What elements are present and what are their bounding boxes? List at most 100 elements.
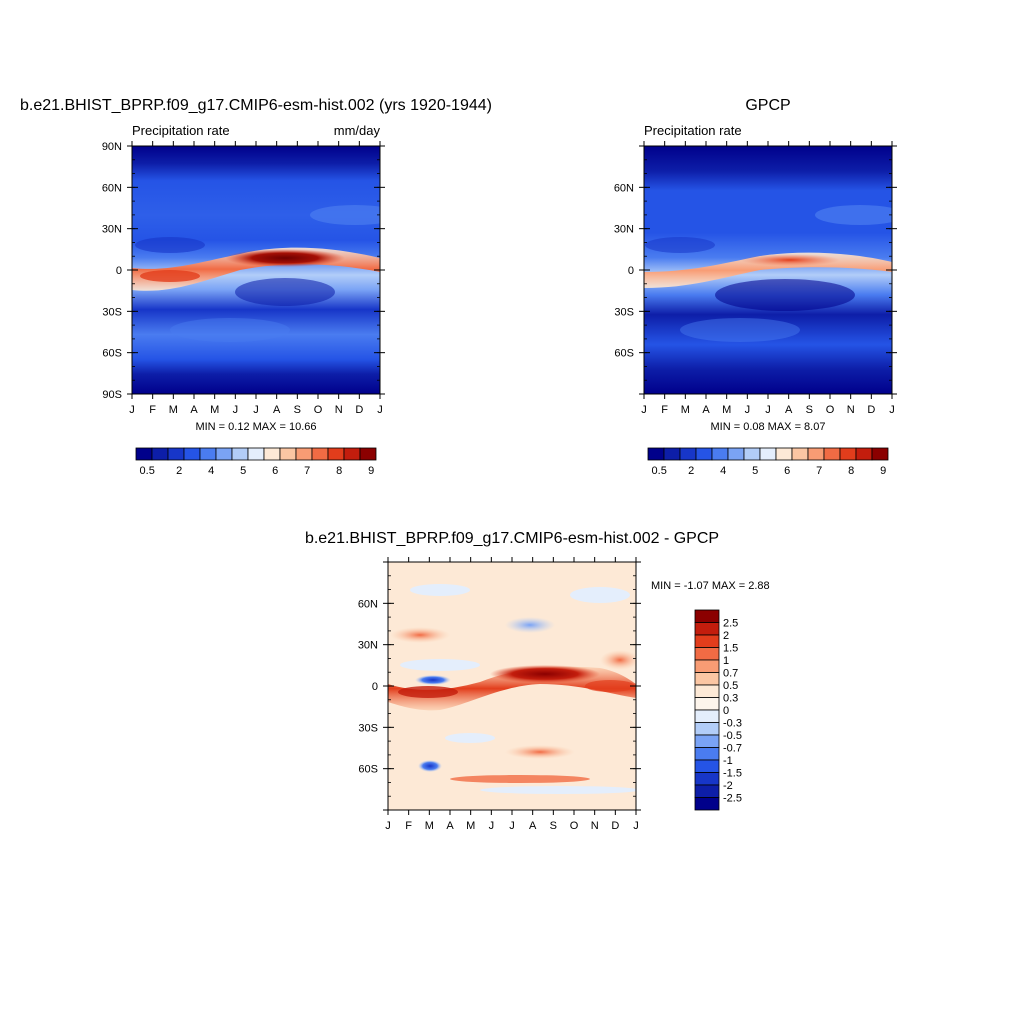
y-tick-label: 0	[628, 265, 634, 277]
colorbar-label: -0.3	[723, 718, 742, 730]
x-tick-label: A	[529, 820, 537, 832]
colorbar-swatch	[295, 447, 313, 461]
colorbar-swatch	[791, 447, 809, 461]
colorbar-swatch	[694, 709, 720, 723]
colorbar-label: 5	[752, 465, 758, 477]
colorbar-label: -1	[723, 755, 733, 767]
colorbar-swatch	[711, 447, 729, 461]
x-tick-label: J	[385, 820, 391, 832]
y-tick-label: 30S	[358, 722, 378, 734]
panel3-heatmap	[388, 562, 636, 810]
colorbar-label: 7	[816, 465, 822, 477]
colorbar-swatch	[775, 447, 793, 461]
colorbar-swatch	[694, 734, 720, 748]
panel2-y-axis: 60N 30N 0 30S 60S	[614, 145, 897, 395]
x-tick-label: D	[355, 404, 363, 416]
colorbar-label: 2.5	[723, 618, 738, 630]
colorbar-swatch	[311, 447, 329, 461]
colorbar-swatch	[694, 772, 720, 786]
x-tick-label: M	[722, 404, 731, 416]
colorbar-label: -2.5	[723, 793, 742, 805]
panel1-colorbar: 0.5 2 4 5 6 7 8 9	[135, 447, 377, 477]
x-tick-label: J	[129, 404, 135, 416]
colorbar-label: 6	[272, 465, 278, 477]
x-tick-label: F	[661, 404, 668, 416]
colorbar-swatch	[327, 447, 345, 461]
colorbar-swatch	[694, 622, 720, 636]
y-tick-label: 30S	[614, 306, 634, 318]
x-tick-label: O	[314, 404, 323, 416]
y-tick-label: 60N	[358, 598, 378, 610]
x-tick-label: F	[405, 820, 412, 832]
panel1-units-label: mm/day	[334, 123, 381, 138]
x-tick-label: S	[806, 404, 813, 416]
colorbar-swatch	[727, 447, 745, 461]
colorbar-swatch	[694, 697, 720, 711]
colorbar-label: 4	[720, 465, 726, 477]
colorbar-label: 2	[176, 465, 182, 477]
y-tick-label: 90S	[102, 389, 122, 401]
colorbar-label: -1.5	[723, 768, 742, 780]
x-tick-label: A	[446, 820, 454, 832]
y-tick-label: 60S	[614, 348, 634, 360]
panel1-heatmap	[132, 146, 380, 394]
x-tick-label: A	[785, 404, 793, 416]
x-tick-label: D	[867, 404, 875, 416]
y-tick-label: 60N	[614, 182, 634, 194]
colorbar-label: 0.5	[652, 465, 667, 477]
x-tick-label: M	[210, 404, 219, 416]
colorbar-swatch	[871, 447, 889, 461]
x-tick-label: J	[745, 404, 751, 416]
colorbar-label: -2	[723, 780, 733, 792]
colorbar-label: 0.7	[723, 668, 738, 680]
panel2-title: GPCP	[745, 97, 790, 114]
y-tick-label: 90N	[102, 141, 122, 153]
colorbar-swatch	[694, 672, 720, 686]
panel3-title: b.e21.BHIST_BPRP.f09_g17.CMIP6-esm-hist.…	[305, 530, 719, 547]
y-tick-label: 30N	[358, 640, 378, 652]
colorbar-swatch	[743, 447, 761, 461]
y-tick-label: 0	[116, 265, 122, 277]
panel1-y-axis: 90N 60N 30N 0 30S 60S 90S	[102, 141, 385, 401]
colorbar-swatch	[855, 447, 873, 461]
colorbar-swatch	[823, 447, 841, 461]
colorbar-label: 9	[368, 465, 374, 477]
colorbar-swatch	[694, 659, 720, 673]
x-tick-label: M	[425, 820, 434, 832]
y-tick-label: 30S	[102, 306, 122, 318]
y-tick-label: 60S	[358, 764, 378, 776]
colorbar-swatch	[694, 759, 720, 773]
colorbar-label: 9	[880, 465, 886, 477]
x-tick-label: N	[591, 820, 599, 832]
colorbar-label: 4	[208, 465, 214, 477]
x-tick-label: F	[149, 404, 156, 416]
panel3-y-axis: 60N 30N 0 30S 60S	[358, 561, 641, 811]
panel2-heatmap	[644, 146, 892, 394]
colorbar-label: 0.3	[723, 693, 738, 705]
x-tick-label: S	[294, 404, 301, 416]
colorbar-label: 0.5	[723, 680, 738, 692]
y-tick-label: 30N	[614, 224, 634, 236]
x-tick-label: J	[509, 820, 515, 832]
x-tick-label: N	[335, 404, 343, 416]
colorbar-label: 7	[304, 465, 310, 477]
colorbar-swatch	[199, 447, 217, 461]
colorbar-swatch	[151, 447, 169, 461]
x-tick-label: J	[489, 820, 495, 832]
x-tick-label: M	[466, 820, 475, 832]
x-tick-label: S	[550, 820, 557, 832]
x-tick-label: J	[377, 404, 383, 416]
colorbar-swatch	[231, 447, 249, 461]
colorbar-label: 8	[336, 465, 342, 477]
panel1-title: b.e21.BHIST_BPRP.f09_g17.CMIP6-esm-hist.…	[20, 97, 492, 114]
y-tick-label: 0	[372, 681, 378, 693]
x-tick-label: M	[681, 404, 690, 416]
panel3-colorbar: 2.521.510.70.50.30-0.3-0.5-0.7-1-1.5-2-2…	[694, 609, 742, 811]
colorbar-label: 2	[688, 465, 694, 477]
colorbar-swatch	[694, 722, 720, 736]
colorbar-swatch	[247, 447, 265, 461]
panel2-left-label: Precipitation rate	[644, 123, 742, 138]
colorbar-swatch	[694, 609, 720, 623]
